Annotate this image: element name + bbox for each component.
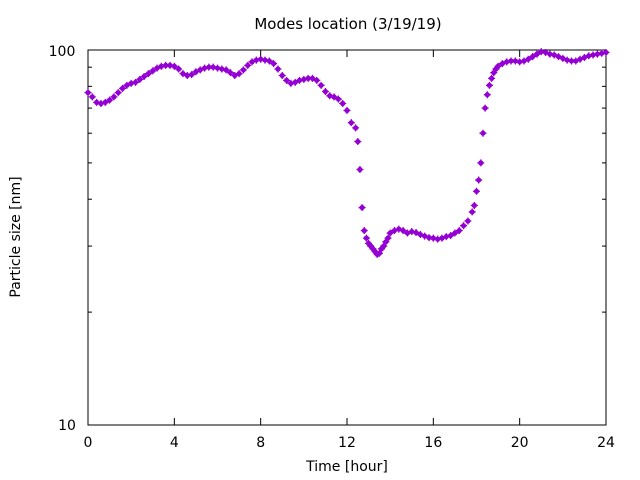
data-point	[84, 89, 92, 97]
data-point	[226, 69, 234, 77]
data-point	[529, 53, 537, 61]
data-point	[231, 72, 239, 80]
data-point	[447, 232, 455, 240]
data-point	[375, 249, 383, 257]
data-point	[356, 166, 364, 174]
data-point	[470, 201, 478, 209]
data-point	[352, 124, 360, 132]
data-point	[188, 71, 196, 79]
data-point	[460, 222, 468, 230]
data-point	[339, 100, 347, 107]
data-point	[473, 187, 480, 195]
x-tick-label: 0	[84, 435, 93, 451]
data-point	[244, 61, 252, 69]
data-point	[602, 48, 610, 56]
data-point	[283, 76, 291, 84]
x-tick-label: 12	[338, 435, 356, 451]
data-point	[222, 66, 230, 74]
data-point	[477, 159, 485, 167]
x-axis-label: Time [hour]	[305, 459, 388, 475]
axis-ticks	[87, 49, 607, 426]
data-point	[464, 217, 472, 225]
y-tick-label-bottom: 10	[58, 418, 76, 434]
data-point	[88, 93, 96, 101]
data-point	[136, 75, 144, 83]
data-point	[479, 129, 487, 137]
data-point	[265, 57, 273, 65]
x-tick-label: 16	[424, 435, 442, 451]
data-point	[455, 227, 463, 235]
data-point	[123, 81, 131, 89]
data-point	[524, 55, 532, 63]
x-tick-label: 8	[256, 435, 265, 451]
data-point	[362, 234, 370, 242]
data-point	[330, 93, 338, 101]
data-point	[533, 50, 541, 58]
data-point	[494, 62, 502, 70]
data-point	[140, 72, 148, 80]
data-point	[483, 91, 491, 99]
x-tick-label: 24	[597, 435, 615, 451]
data-point	[384, 234, 392, 242]
data-point	[380, 242, 388, 250]
data-point	[291, 78, 299, 86]
data-point	[131, 78, 139, 86]
data-point	[119, 84, 127, 92]
data-point	[144, 70, 152, 78]
data-point	[468, 208, 476, 216]
data-point	[412, 229, 420, 237]
data-point	[317, 81, 325, 89]
data-point	[399, 227, 407, 235]
data-point	[274, 65, 282, 73]
data-point	[313, 76, 321, 84]
data-point	[347, 119, 355, 127]
data-point	[149, 67, 157, 75]
data-point	[334, 95, 342, 103]
x-tick-labels: 0 4 8 12 16 20 24	[84, 435, 615, 451]
data-point	[170, 62, 178, 70]
data-points	[84, 48, 610, 258]
data-point	[101, 98, 109, 106]
data-point	[239, 66, 247, 74]
data-point	[175, 65, 183, 73]
data-point	[481, 104, 489, 112]
data-point	[358, 204, 366, 212]
data-point	[354, 138, 362, 146]
data-point	[485, 81, 493, 89]
data-point	[235, 70, 243, 78]
data-point	[451, 229, 459, 237]
y-tick-label-top: 100	[49, 44, 76, 60]
data-point	[278, 72, 286, 80]
x-tick-label: 20	[511, 435, 529, 451]
data-point	[386, 229, 394, 237]
data-point	[343, 106, 351, 114]
data-point	[270, 60, 278, 68]
data-point	[567, 57, 575, 65]
data-point	[205, 63, 213, 71]
data-point	[321, 88, 329, 96]
chart-title: Modes location (3/19/19)	[254, 15, 441, 33]
data-point	[153, 64, 161, 72]
data-point	[196, 66, 204, 74]
data-point	[488, 74, 496, 82]
data-point	[308, 74, 316, 82]
data-point	[360, 227, 368, 235]
data-point	[110, 93, 118, 101]
data-point	[106, 96, 114, 104]
data-point	[475, 176, 483, 184]
data-point	[114, 89, 122, 97]
x-tick-label: 4	[170, 435, 179, 451]
plot-frame	[87, 49, 607, 426]
y-axis-label: Particle size [nm]	[8, 176, 24, 297]
data-point	[550, 51, 558, 59]
